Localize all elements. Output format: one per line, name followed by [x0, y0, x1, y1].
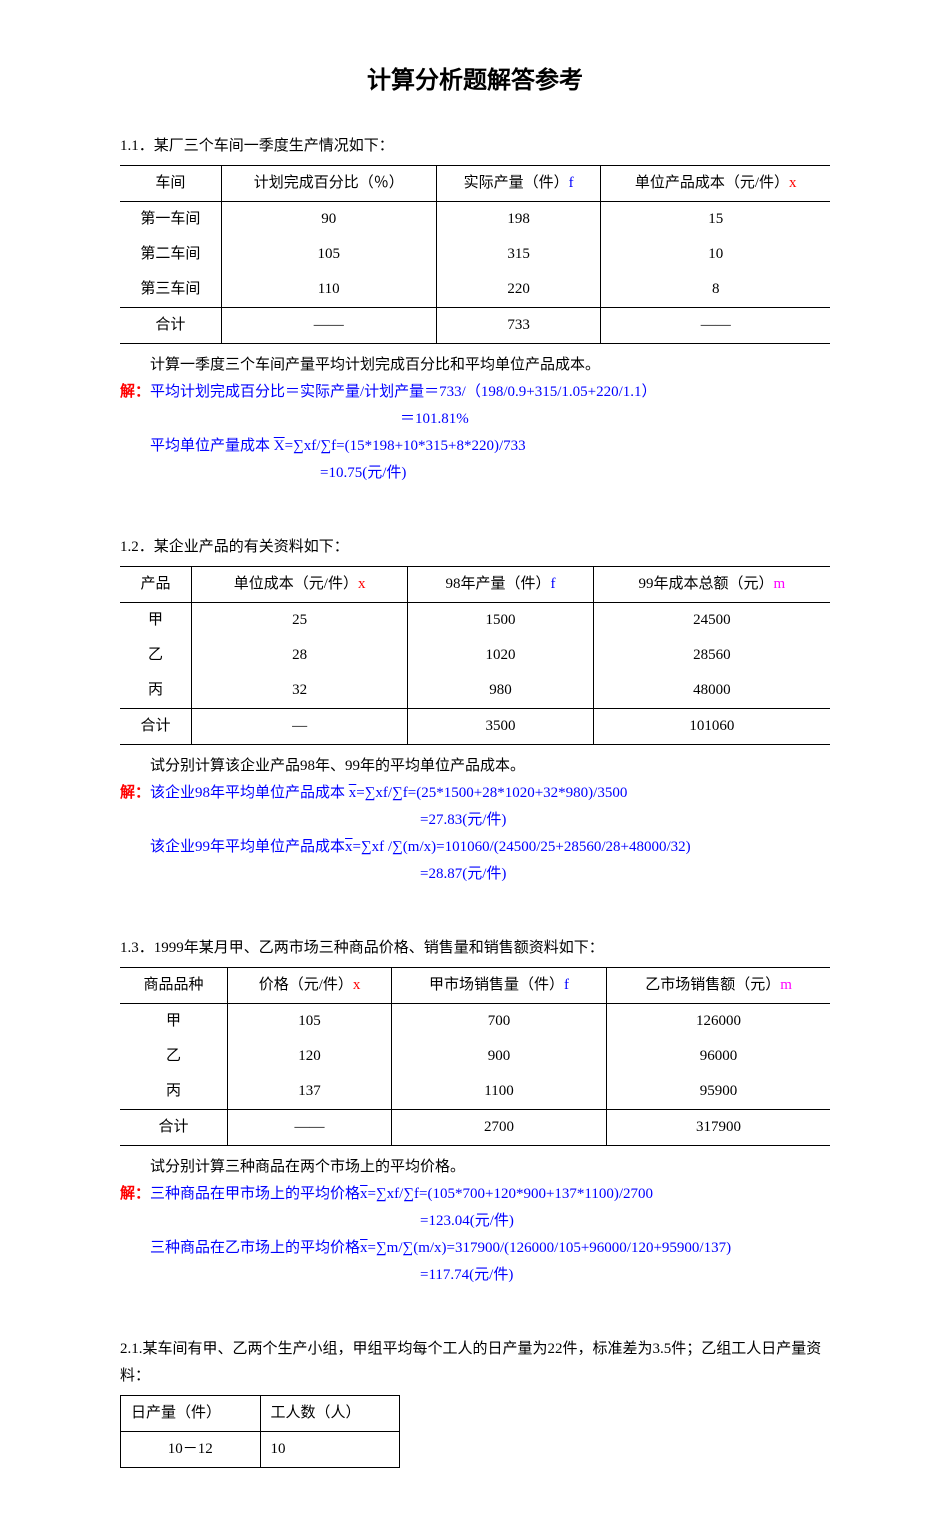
section-1-1-header: 1.1．某厂三个车间一季度生产情况如下： — [120, 133, 830, 160]
th-workers: 工人数（人） — [260, 1396, 400, 1432]
solution-1-1-part2: 解：平均单位产量成本 X=∑xf/∑f=(15*198+10*315+8*220… — [120, 433, 830, 460]
th-market-a-qty: 甲市场销售量（件）f — [391, 968, 606, 1004]
solution-1-1-result: ＝101.81% — [120, 406, 830, 433]
th-daily-output: 日产量（件） — [121, 1396, 261, 1432]
solution-1-3-part2-result: =117.74(元/件) — [120, 1262, 830, 1289]
th-plan-pct: 计划完成百分比（％） — [221, 166, 436, 202]
table-row: 第一车间9019815 — [120, 202, 830, 238]
table-row: 乙28102028560 — [120, 638, 830, 673]
th-actual-output: 实际产量（件）f — [436, 166, 601, 202]
th-cost-99: 99年成本总额（元）m — [593, 567, 830, 603]
th-output-98: 98年产量（件）f — [408, 567, 594, 603]
solution-1-3: 解：三种商品在甲市场上的平均价格x=∑xf/∑f=(105*700+120*90… — [120, 1181, 830, 1208]
table-1-3: 商品品种 价格（元/件）x 甲市场销售量（件）f 乙市场销售额（元）m 甲105… — [120, 967, 830, 1146]
table-2-1: 日产量（件） 工人数（人） 10－12 10 — [120, 1395, 400, 1468]
table-1-1: 车间 计划完成百分比（％） 实际产量（件）f 单位产品成本（元/件）x 第一车间… — [120, 165, 830, 344]
th-unit-cost: 单位产品成本（元/件）x — [601, 166, 830, 202]
table-row: 乙12090096000 — [120, 1039, 830, 1074]
solution-1-3-result: =123.04(元/件) — [120, 1208, 830, 1235]
solution-1-2-result: =27.83(元/件) — [120, 807, 830, 834]
table-row-total: 合计—3500101060 — [120, 709, 830, 745]
solution-1-2-part2: 解：该企业99年平均单位产品成本x=∑xf /∑(m/x)=101060/(24… — [120, 834, 830, 861]
table-row-total: 合计――733―― — [120, 308, 830, 344]
table-row: 第三车间1102208 — [120, 272, 830, 308]
th-market-b-sales: 乙市场销售额（元）m — [607, 968, 830, 1004]
section-1-2-header: 1.2．某企业产品的有关资料如下： — [120, 534, 830, 561]
page-title: 计算分析题解答参考 — [120, 60, 830, 103]
th-unit-cost2: 单位成本（元/件）x — [192, 567, 408, 603]
th-product-type: 商品品种 — [120, 968, 228, 1004]
table-row-total: 合计――2700317900 — [120, 1110, 830, 1146]
solution-1-1-part2-result: =10.75(元/件) — [120, 460, 830, 487]
table-1-2: 产品 单位成本（元/件）x 98年产量（件）f 99年成本总额（元）m 甲251… — [120, 566, 830, 745]
th-price: 价格（元/件）x — [228, 968, 392, 1004]
question-1-1: 计算一季度三个车间产量平均计划完成百分比和平均单位产品成本。 — [120, 352, 830, 379]
solution-1-3-part2: 解：三种商品在乙市场上的平均价格x=∑m/∑(m/x)=317900/(1260… — [120, 1235, 830, 1262]
table-row: 第二车间10531510 — [120, 237, 830, 272]
solution-1-1: 解：平均计划完成百分比＝实际产量/计划产量＝733/（198/0.9+315/1… — [120, 379, 830, 406]
table-row: 10－12 10 — [121, 1432, 400, 1468]
table-row: 丙137110095900 — [120, 1074, 830, 1110]
question-1-3: 试分别计算三种商品在两个市场上的平均价格。 — [120, 1154, 830, 1181]
question-1-2: 试分别计算该企业产品98年、99年的平均单位产品成本。 — [120, 753, 830, 780]
section-1-3-header: 1.3．1999年某月甲、乙两市场三种商品价格、销售量和销售额资料如下： — [120, 935, 830, 962]
th-workshop: 车间 — [120, 166, 221, 202]
table-row: 丙3298048000 — [120, 673, 830, 709]
section-2-1-header: 2.1.某车间有甲、乙两个生产小组，甲组平均每个工人的日产量为22件，标准差为3… — [120, 1336, 830, 1390]
solution-1-2: 解：该企业98年平均单位产品成本 x=∑xf/∑f=(25*1500+28*10… — [120, 780, 830, 807]
solution-1-2-part2-result: =28.87(元/件) — [120, 861, 830, 888]
table-row: 甲25150024500 — [120, 603, 830, 639]
table-row: 甲105700126000 — [120, 1004, 830, 1040]
th-product: 产品 — [120, 567, 192, 603]
